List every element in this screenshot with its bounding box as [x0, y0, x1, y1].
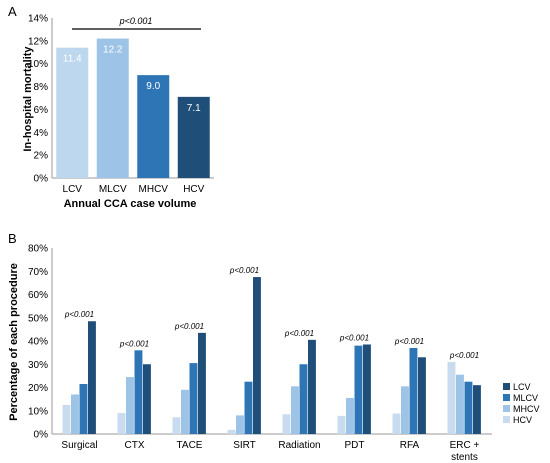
panel-b-annotation: p<0.001 [284, 329, 314, 338]
panel-b-y-tick-label: 50% [28, 313, 48, 324]
panel-b-bar [308, 339, 316, 434]
panel-b-y-tick-label: 40% [28, 337, 48, 348]
panel-b-bar [282, 414, 291, 434]
panel-b-bar [253, 277, 261, 434]
panel-b-bar [363, 344, 371, 434]
panel-b-bar [346, 397, 354, 434]
panel-a-bar [96, 38, 129, 179]
panel-b-bar [291, 386, 299, 434]
panel-a-x-tick-label: MLCV [99, 184, 127, 195]
panel-b-y-tick-label: 10% [28, 406, 48, 417]
panel-b-bar [473, 385, 481, 434]
panel-a-data-label: 9.0 [146, 81, 160, 92]
panel-b-y-tick-label: 60% [28, 290, 48, 301]
panel-a-annotation: p<0.001 [119, 16, 153, 26]
panel-b-x-tick-label: ERC + [450, 440, 480, 451]
panel-a-x-tick-label: HCV [183, 184, 204, 195]
panel-a-y-tick-label: 10% [28, 59, 48, 70]
panel-b-x-tick-label: TACE [177, 440, 203, 451]
panel-b-bar [401, 386, 409, 434]
panel-b-bar [418, 357, 426, 434]
panel-a-y-tick-label: 12% [28, 36, 48, 47]
panel-b-y-tick-label: 70% [28, 267, 48, 278]
panel-a-y-tick-label: 8% [34, 82, 49, 93]
panel-b-bar [134, 350, 143, 434]
panel-b-bar [236, 415, 244, 434]
panel-b-bar [88, 321, 96, 434]
panel-b-ylabel: Percentage of each procedure [8, 263, 20, 421]
panel-a-ylabel: In-hospital mortality [22, 46, 34, 152]
panel-b-annotation: p<0.001 [339, 333, 369, 342]
panel-b-bar [392, 413, 401, 434]
legend-label: MHCV [513, 404, 540, 414]
panel-b-bar [62, 404, 71, 434]
panel-b-annotation: p<0.001 [119, 339, 149, 348]
panel-b-bar [117, 413, 126, 434]
panel-a-xlabel: Annual CCA case volume [64, 198, 197, 210]
panel-b-label: B [8, 231, 17, 246]
panel-a-data-label: 7.1 [187, 103, 201, 114]
panel-b-annotation: p<0.001 [229, 266, 259, 275]
panel-a-y-tick-label: 14% [28, 14, 48, 25]
panel-b-x-tick-label: SIRT [233, 440, 256, 451]
panel-b-x-tick-label: PDT [345, 440, 365, 451]
panel-a-y-tick-label: 0% [34, 174, 49, 185]
panel-b-bar [354, 345, 363, 434]
panel-b-bar [464, 381, 473, 434]
panel-b-annotation: p<0.001 [394, 337, 424, 346]
panel-b-y-tick-label: 20% [28, 383, 48, 394]
panel-a: A In-hospital mortality Annual CCA case … [8, 4, 214, 210]
panel-b-bar [79, 384, 88, 434]
panel-a-bar [177, 96, 210, 178]
panel-b-bar [227, 429, 236, 434]
panel-a-bar [56, 47, 89, 178]
panel-b-bar [198, 332, 206, 434]
panel-b-x-tick-label: RFA [400, 440, 420, 451]
panel-b-bar [71, 394, 79, 434]
panel-b-annotation: p<0.001 [449, 351, 479, 360]
panel-a-x-tick-label: MHCV [139, 184, 169, 195]
panel-b-bar [143, 364, 151, 434]
legend-swatch [503, 416, 510, 423]
panel-a-y-tick-label: 2% [34, 151, 49, 162]
panel-b-bar [244, 381, 253, 434]
panel-b-bar [337, 415, 346, 434]
legend-swatch [503, 405, 510, 412]
panel-a-y-tick-label: 4% [34, 128, 49, 139]
panel-b-bar [299, 364, 308, 434]
panel-b-y-tick-label: 80% [28, 244, 48, 255]
legend-swatch [503, 383, 510, 390]
panel-a-data-label: 11.4 [63, 54, 82, 65]
legend-label: MLCV [513, 393, 538, 403]
panel-b-y-tick-label: 30% [28, 360, 48, 371]
panel-b-bar [172, 417, 181, 434]
panel-a-bar [137, 75, 170, 178]
panel-b-x-tick-label: CTX [125, 440, 145, 451]
panel-b: B Percentage of each procedure 0% 10% 20% 3… [8, 231, 540, 463]
panel-b-annotation: p<0.001 [64, 310, 94, 319]
panel-a-data-label: 12.2 [103, 45, 123, 56]
panel-a-label: A [8, 4, 17, 19]
panel-b-x-tick-label: Surgical [61, 440, 97, 451]
panel-b-y-tick-label: 0% [34, 430, 49, 441]
panel-b-bar [181, 389, 189, 434]
panel-b-x-tick-label: stents [451, 452, 478, 463]
legend-label: LCV [513, 382, 531, 392]
panel-b-bar [189, 363, 198, 434]
panel-b-bar [126, 377, 134, 434]
panel-b-bar [409, 347, 418, 434]
legend-swatch [503, 394, 510, 401]
panel-b-bar [456, 374, 464, 434]
panel-a-x-tick-label: LCV [63, 184, 83, 195]
legend-label: HCV [513, 415, 532, 425]
panel-a-y-tick-label: 6% [34, 105, 49, 116]
panel-b-bar [447, 361, 456, 434]
panel-b-x-tick-label: Radiation [278, 440, 320, 451]
panel-b-annotation: p<0.001 [174, 322, 204, 331]
